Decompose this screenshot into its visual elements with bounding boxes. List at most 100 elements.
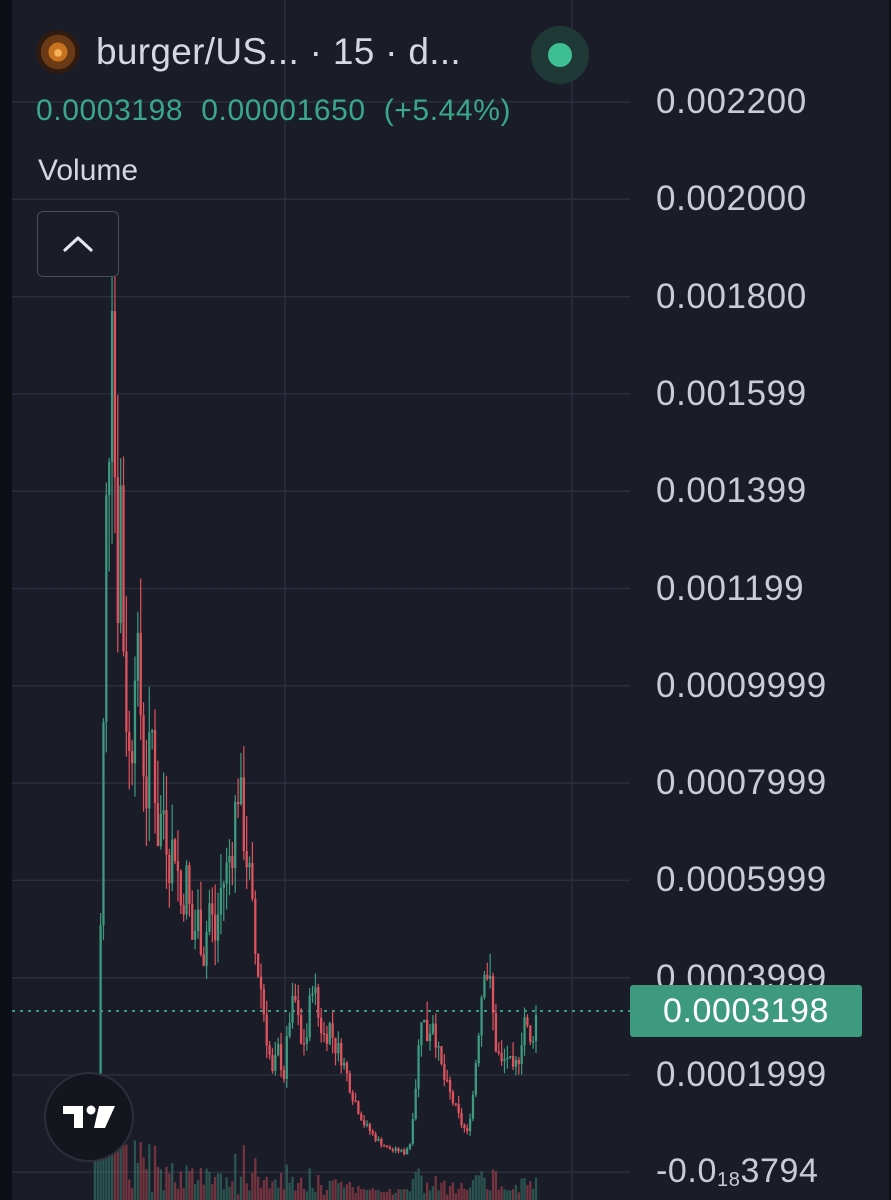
volume-bar	[534, 1177, 538, 1200]
volume-bar	[514, 1185, 518, 1200]
volume-bar	[503, 1189, 506, 1200]
volume-bar	[242, 1145, 245, 1200]
candle-body	[500, 1052, 503, 1062]
price-axis-tick: 0.0009999	[656, 665, 827, 705]
candle-body	[208, 903, 211, 932]
volume-bar	[397, 1189, 400, 1200]
candle-body	[468, 1118, 472, 1132]
candle-body	[239, 777, 243, 805]
candle-body	[337, 1043, 340, 1054]
volume-bar	[285, 1164, 288, 1200]
volume-bar	[451, 1182, 455, 1200]
volume-bar	[348, 1181, 351, 1200]
tradingview-logo-icon[interactable]	[44, 1072, 134, 1162]
volume-bar	[196, 1180, 200, 1200]
right-edge	[889, 0, 891, 1200]
candle-body	[279, 1044, 283, 1071]
candle-body	[110, 311, 114, 463]
volume-bars	[93, 1130, 538, 1200]
candle-body	[314, 987, 317, 994]
candle-body	[119, 485, 122, 624]
volume-bar	[205, 1168, 208, 1200]
volume-bar	[277, 1187, 280, 1200]
candle-body	[274, 1055, 277, 1071]
candle-body	[489, 976, 492, 980]
collapse-legend-button[interactable]	[37, 211, 119, 277]
candle-body	[526, 1017, 529, 1026]
candle-body	[193, 931, 197, 940]
pair-title[interactable]: burger/US... · 15 · d...	[96, 31, 462, 72]
market-status-indicator[interactable]	[531, 26, 589, 84]
volume-bar	[294, 1190, 297, 1200]
volume-bar	[371, 1188, 374, 1200]
volume-bar	[331, 1180, 334, 1200]
volume-bar	[345, 1184, 349, 1200]
volume-bar	[314, 1191, 317, 1200]
candle-body	[414, 1088, 417, 1120]
candle-body	[463, 1125, 466, 1129]
volume-bar	[234, 1153, 237, 1200]
volume-bar	[148, 1144, 151, 1200]
volume-bar	[102, 1130, 105, 1200]
candle-body	[383, 1145, 386, 1147]
candle-body	[523, 1017, 526, 1046]
candle-body	[351, 1092, 354, 1101]
price-axis-tick: 0.002200	[656, 82, 807, 121]
volume-bar	[93, 1130, 97, 1200]
volume-bar	[110, 1130, 114, 1200]
volume-bar	[182, 1188, 185, 1200]
volume-bar	[179, 1171, 182, 1200]
candle-body	[451, 1092, 455, 1104]
candle-body	[171, 839, 174, 884]
volume-bar	[125, 1144, 128, 1200]
volume-bar	[256, 1176, 260, 1200]
volume-bar	[500, 1186, 503, 1200]
volume-bar	[162, 1190, 165, 1200]
candle-body	[471, 1094, 475, 1119]
volume-bar	[185, 1165, 188, 1200]
candle-body	[259, 976, 263, 989]
candle-body	[348, 1073, 351, 1093]
chart-header[interactable]: ● burger/US... · 15 · d...	[36, 30, 461, 74]
volume-bar	[417, 1168, 420, 1200]
volume-bar	[108, 1130, 111, 1200]
candle-body	[136, 632, 139, 681]
candle-body	[511, 1056, 515, 1067]
volume-bar	[486, 1189, 489, 1200]
volume-bar	[517, 1192, 520, 1200]
candle-body	[242, 777, 245, 852]
volume-indicator-label[interactable]: Volume	[38, 154, 139, 187]
volume-bar	[342, 1187, 346, 1200]
candle-body	[176, 861, 180, 872]
candle-body	[173, 839, 177, 862]
volume-bar	[385, 1191, 389, 1200]
volume-bar	[219, 1173, 223, 1200]
candle-body	[248, 863, 251, 868]
candle-body	[448, 1079, 452, 1093]
candle-body	[405, 1148, 409, 1155]
candle-body	[142, 715, 145, 777]
candle-body	[357, 1101, 360, 1114]
candle-body	[288, 1022, 291, 1037]
volume-bar	[457, 1188, 460, 1200]
left-edge	[0, 0, 12, 1200]
candle-body	[231, 855, 234, 869]
candle-body	[520, 1045, 523, 1065]
price-axis-tick: -0.0183794	[656, 1152, 819, 1192]
candle-body	[517, 1059, 520, 1065]
volume-bar	[202, 1184, 205, 1200]
volume-bar	[377, 1189, 380, 1200]
candle-body	[133, 680, 137, 764]
candle-body	[199, 909, 202, 955]
volume-bar	[365, 1189, 369, 1200]
candle-body	[331, 1023, 334, 1038]
candle-body	[285, 1036, 288, 1079]
candle-body	[277, 1044, 280, 1056]
volume-bar	[334, 1179, 337, 1200]
candle-body	[380, 1139, 383, 1146]
candle-body	[153, 730, 157, 804]
candle-body	[345, 1062, 349, 1074]
volume-bar	[362, 1189, 366, 1200]
candle-body	[400, 1150, 403, 1152]
